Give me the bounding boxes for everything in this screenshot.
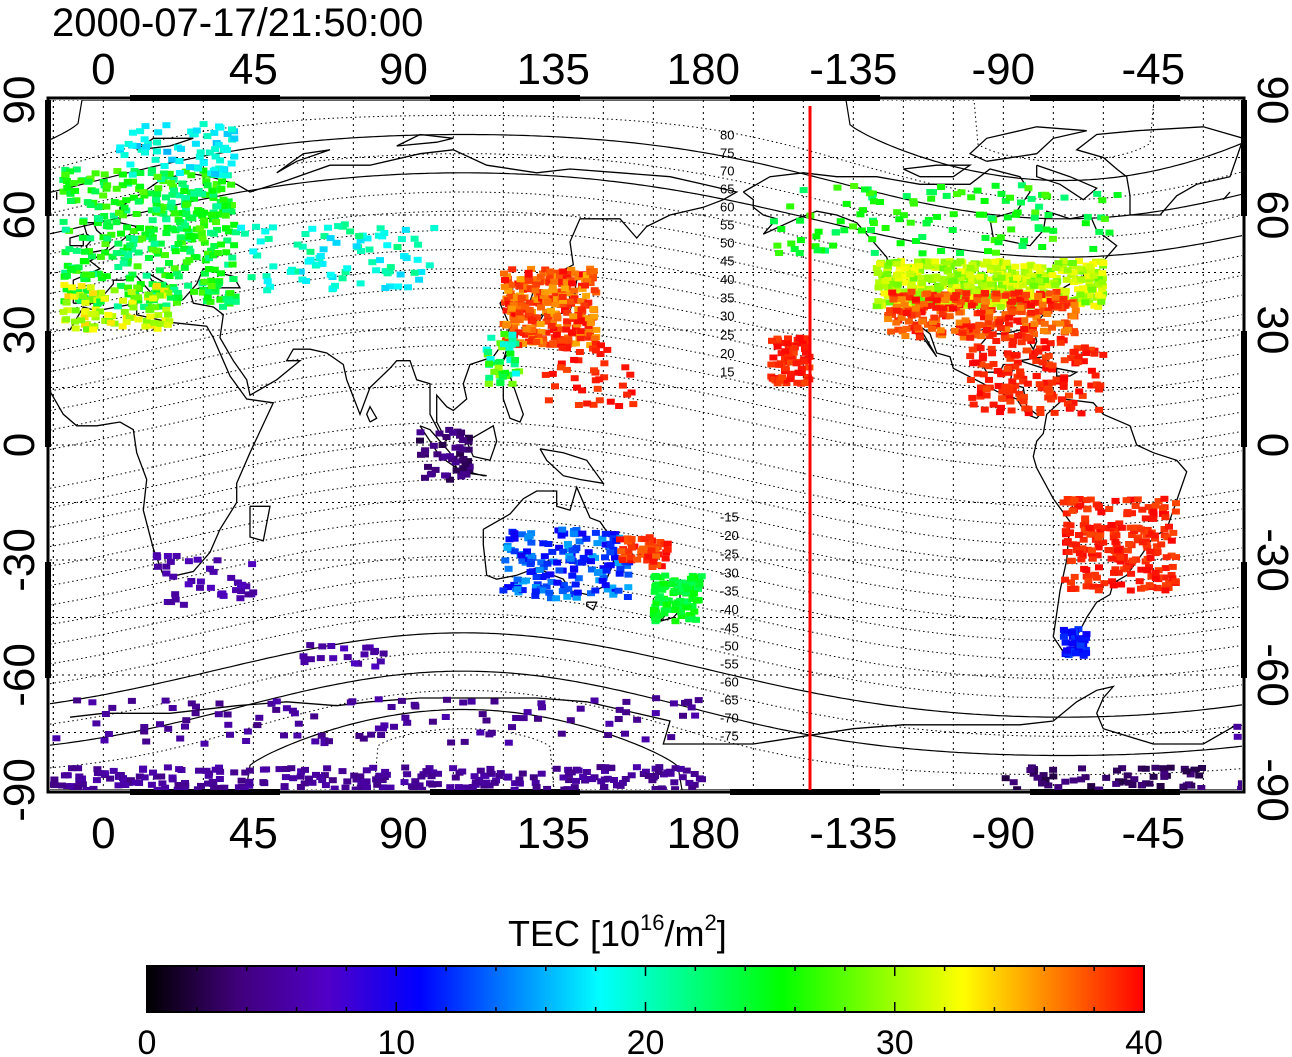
longitude-labels-top: 0 45 90 135 180 -135 -90 -45 bbox=[91, 45, 1185, 94]
frame-tick-bars bbox=[45, 95, 1247, 795]
maglat-label: -55 bbox=[720, 657, 739, 672]
maglat-label: -60 bbox=[720, 675, 739, 690]
maglat-label: -65 bbox=[720, 693, 739, 708]
lon-label-top: -135 bbox=[809, 45, 897, 94]
maglat-label: -15 bbox=[720, 509, 739, 524]
maglat-label: 75 bbox=[720, 146, 734, 161]
lat-label-right: 30 bbox=[1248, 306, 1292, 355]
maglat-label: 25 bbox=[720, 327, 734, 342]
maglat-label: -70 bbox=[720, 711, 739, 726]
timestamp-title: 2000-07-17/21:50:00 bbox=[52, 1, 423, 45]
lon-label-bottom: 0 bbox=[91, 809, 115, 858]
maglat-label: 55 bbox=[720, 217, 734, 232]
maglat-label: 50 bbox=[720, 236, 734, 251]
lat-label-left: 0 bbox=[0, 433, 44, 457]
maglat-label: 70 bbox=[720, 163, 734, 178]
lat-label-left: 60 bbox=[0, 191, 44, 240]
lat-label-right: 0 bbox=[1248, 433, 1292, 457]
lon-label-top: -90 bbox=[972, 45, 1036, 94]
colorbar-title-end: ] bbox=[717, 913, 727, 954]
lon-label-top: 135 bbox=[517, 45, 590, 94]
colorbar-tick-label: 40 bbox=[1125, 1024, 1163, 1057]
lat-label-left: -30 bbox=[0, 528, 44, 592]
maglat-label: 45 bbox=[720, 254, 734, 269]
maglat-label: 80 bbox=[720, 128, 734, 143]
colorbar: TEC [1016/m2] 0 10 20 30 40 bbox=[138, 910, 1163, 1057]
maglat-label: 60 bbox=[720, 199, 734, 214]
lat-label-right: -90 bbox=[1248, 758, 1292, 822]
lat-label-left: -90 bbox=[0, 758, 44, 822]
colorbar-title: TEC [1016/m2] bbox=[508, 910, 727, 954]
latitude-labels-right: 90 60 30 0 -30 -60 -90 bbox=[1248, 76, 1292, 822]
maglat-label: -50 bbox=[720, 639, 739, 654]
maglat-label: 65 bbox=[720, 181, 734, 196]
lon-label-bottom: 45 bbox=[229, 809, 278, 858]
lat-label-right: -30 bbox=[1248, 528, 1292, 592]
lon-label-bottom: 135 bbox=[517, 809, 590, 858]
colorbar-title-sup2: 2 bbox=[705, 910, 717, 935]
maglat-label: 20 bbox=[720, 346, 734, 361]
maglat-label: -25 bbox=[720, 547, 739, 562]
lon-label-top: 90 bbox=[379, 45, 428, 94]
latitude-labels-left: 90 60 30 0 -30 -60 -90 bbox=[0, 76, 44, 822]
lon-label-bottom: -90 bbox=[972, 809, 1036, 858]
lon-label-top: -45 bbox=[1122, 45, 1186, 94]
lon-label-bottom: 90 bbox=[379, 809, 428, 858]
maglat-label: 30 bbox=[720, 309, 734, 324]
lat-label-right: 60 bbox=[1248, 191, 1292, 240]
longitude-labels-bottom: 0 45 90 135 180 -135 -90 -45 bbox=[91, 809, 1185, 858]
lon-label-top: 180 bbox=[667, 45, 740, 94]
maglat-label: 35 bbox=[720, 290, 734, 305]
colorbar-tick-label: 10 bbox=[377, 1024, 415, 1057]
lat-label-left: -60 bbox=[0, 643, 44, 707]
colorbar-title-sup1: 16 bbox=[640, 910, 664, 935]
colorbar-tick-label: 20 bbox=[627, 1024, 665, 1057]
lat-label-left: 90 bbox=[0, 76, 44, 125]
maglat-label: -35 bbox=[720, 584, 739, 599]
colorbar-tick-label: 0 bbox=[138, 1024, 157, 1057]
lon-label-top: 45 bbox=[229, 45, 278, 94]
maglat-label: -40 bbox=[720, 602, 739, 617]
lon-label-bottom: -45 bbox=[1122, 809, 1186, 858]
lat-label-right: 90 bbox=[1248, 76, 1292, 125]
magnetic-latitude-labels: 80 75 70 65 60 55 50 45 40 35 30 25 20 15 -15 -20 -25 -30… bbox=[720, 128, 739, 744]
maglat-label: 15 bbox=[720, 365, 734, 380]
tec-observations bbox=[50, 121, 1242, 790]
colorbar-title-mid: /m bbox=[665, 913, 705, 954]
maglat-label: 40 bbox=[720, 272, 734, 287]
maglat-label: -20 bbox=[720, 528, 739, 543]
lat-label-left: 30 bbox=[0, 306, 44, 355]
maglat-label: -75 bbox=[720, 729, 739, 744]
colorbar-tick-label: 30 bbox=[876, 1024, 914, 1057]
colorbar-ticks: 0 10 20 30 40 bbox=[138, 966, 1163, 1057]
lon-label-top: 0 bbox=[91, 45, 115, 94]
lon-label-bottom: 180 bbox=[667, 809, 740, 858]
lat-label-right: -60 bbox=[1248, 643, 1292, 707]
colorbar-title-main: TEC [10 bbox=[508, 913, 640, 954]
lon-label-bottom: -135 bbox=[809, 809, 897, 858]
maglat-label: -45 bbox=[720, 620, 739, 635]
maglat-label: -30 bbox=[720, 565, 739, 580]
